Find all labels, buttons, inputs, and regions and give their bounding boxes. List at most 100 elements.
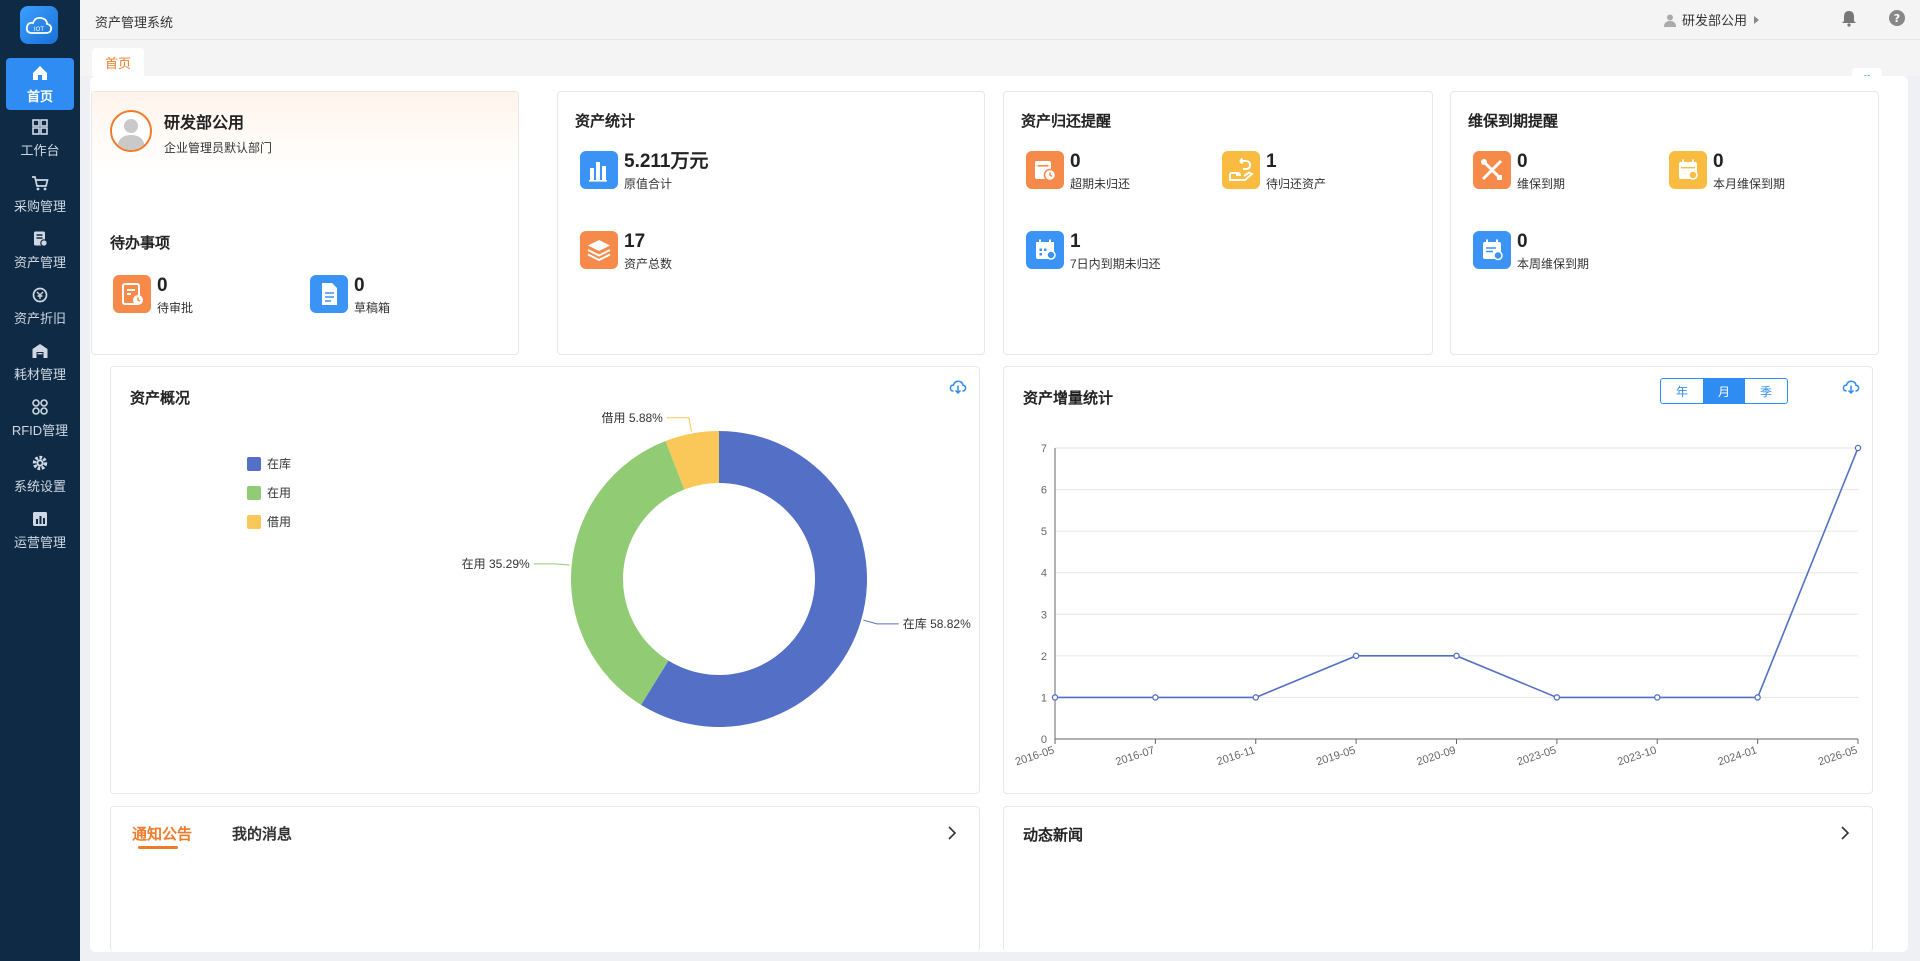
data-point[interactable] [1754,694,1761,701]
app-logo-icon: IOT [20,6,58,44]
cloud-download-icon[interactable] [1842,379,1860,395]
data-point[interactable] [1654,694,1661,701]
period-month-button[interactable]: 月 [1703,379,1745,403]
user-icon [1663,14,1676,27]
stat-item[interactable]: 0 本月维保到期 [1669,151,1785,192]
data-point[interactable] [1352,652,1360,660]
data-point[interactable] [1854,444,1862,452]
svg-text:IOT: IOT [34,26,44,33]
growth-title: 资产增量统计 [1023,390,1114,407]
sidebar-item-3[interactable]: 资产管理 [0,222,80,278]
tab-strip: 首页 [80,40,1920,94]
stat-item[interactable]: 1 待归还资产 [1222,151,1326,192]
stat-value: 0 [354,275,365,296]
legend-item-2[interactable]: 借用 [247,515,291,529]
data-point[interactable] [1252,694,1259,701]
avatar-icon [117,119,145,150]
todo-title: 待办事项 [110,235,171,252]
data-point[interactable] [1453,652,1460,660]
avatar [110,110,152,152]
stat-label: 本月维保到期 [1713,177,1786,191]
caret-right-icon [1754,15,1759,24]
stat-item[interactable]: 0 超期未归还 [1026,151,1130,192]
chevron-right-icon[interactable] [947,825,957,841]
cloud-download-icon[interactable] [949,379,967,395]
data-point[interactable] [1152,694,1159,701]
user-menu[interactable]: 研发部公用 [1663,10,1760,29]
stat-label: 7日内到期未归还 [1070,257,1161,271]
help-icon[interactable]: ? [1888,9,1906,27]
y-tick-label: 7 [1041,443,1047,455]
legend-swatch [247,486,261,500]
document-icon [34,231,48,247]
tab-active-underline [138,846,178,849]
user-name: 研发部公用 [1681,13,1747,28]
profile-dept: 企业管理员默认部门 [164,141,273,155]
y-tick-label: 1 [1041,692,1047,704]
sidebar-item-0[interactable]: 首页 [6,58,74,110]
pie-slice-2[interactable] [665,431,719,490]
sidebar-item-1[interactable]: 工作台 [0,110,80,166]
top-header: 资产管理系统 研发部公用 ? [80,0,1920,40]
stat-label: 原值合计 [624,177,673,191]
stat-item[interactable]: 1 7日内到期未归还 [1026,231,1161,272]
data-point[interactable] [1051,694,1059,701]
stat-item[interactable]: 0 维保到期 [1473,151,1565,192]
tab-messages[interactable]: 我的消息 [232,826,293,843]
stat-value: 0 [1517,151,1528,172]
stat-value: 1 [1070,231,1081,252]
news-card: 动态新闻 [1003,806,1873,952]
home-icon [33,65,47,80]
asset-stats-card: 资产统计 5.211万元 原值合计 17 资产总数 [557,91,985,355]
gear-icon [32,455,48,470]
chevron-right-icon[interactable] [1840,825,1850,841]
sidebar-item-5[interactable]: 耗材管理 [0,334,80,390]
sidebar-item-label: 首页 [26,88,53,104]
sidebar-item-8[interactable]: 运营管理 [0,502,80,558]
sidebar-item-label: 系统设置 [13,478,66,494]
sidebar-item-6[interactable]: RFID管理 [0,390,80,446]
return-remind-card: 资产归还提醒 0 超期未归还 1 待归还资产 1 7日内到期未归还 [1003,91,1433,355]
sidebar-item-label: 资产管理 [13,254,66,270]
tab-home[interactable]: 首页 [92,48,144,76]
legend-swatch [247,457,261,471]
pie-slice-1[interactable] [570,440,685,705]
sidebar-item-4[interactable]: 资产折旧 [0,278,80,334]
x-tick-label: 2023-05 [1516,744,1558,768]
stat-item[interactable]: 0 草稿箱 [310,275,390,316]
period-year-button[interactable]: 年 [1675,384,1688,399]
y-tick-label: 6 [1041,485,1047,497]
stat-item[interactable]: 17 资产总数 [580,231,672,272]
bell-icon[interactable] [1840,9,1858,27]
stat-value: 0 [157,275,168,296]
legend-item-1[interactable]: 在用 [247,486,291,500]
sidebar-item-2[interactable]: 采购管理 [0,166,80,222]
legend-label: 借用 [267,515,291,529]
period-quarter-button[interactable]: 季 [1759,384,1772,399]
sidebar-item-7[interactable]: 系统设置 [0,446,80,502]
x-tick-label: 2026-05 [1817,744,1859,768]
stat-label: 本周维保到期 [1517,257,1590,271]
stat-item[interactable]: 0 待审批 [113,275,193,316]
pie-label-line-1 [533,563,570,566]
legend-item-0[interactable]: 在库 [247,456,291,471]
pie-slice-0[interactable] [641,431,867,727]
tab-notice[interactable]: 通知公告 [132,826,193,843]
pie-data-label: 在库 58.82% [903,616,971,631]
stat-item[interactable]: 5.211万元 原值合计 [580,151,709,192]
layers-icon [587,240,611,262]
stat-value: 0 [1517,231,1528,252]
stat-item[interactable]: 0 本周维保到期 [1473,231,1589,272]
y-tick-label: 3 [1041,609,1047,621]
profile-card: 研发部公用 企业管理员默认部门 待办事项 0 待审批 0 草稿箱 [91,91,519,355]
pie-data-label: 在用 35.29% [462,557,530,571]
legend-label: 在库 [267,456,291,471]
stat-label: 待归还资产 [1266,177,1327,191]
data-point[interactable] [1553,694,1561,701]
x-tick-label: 2019-05 [1315,744,1357,768]
y-tick-label: 2 [1041,651,1047,663]
app-title: 资产管理系统 [95,15,174,30]
file-icon [322,283,337,305]
pie-label-line-2 [666,417,692,432]
